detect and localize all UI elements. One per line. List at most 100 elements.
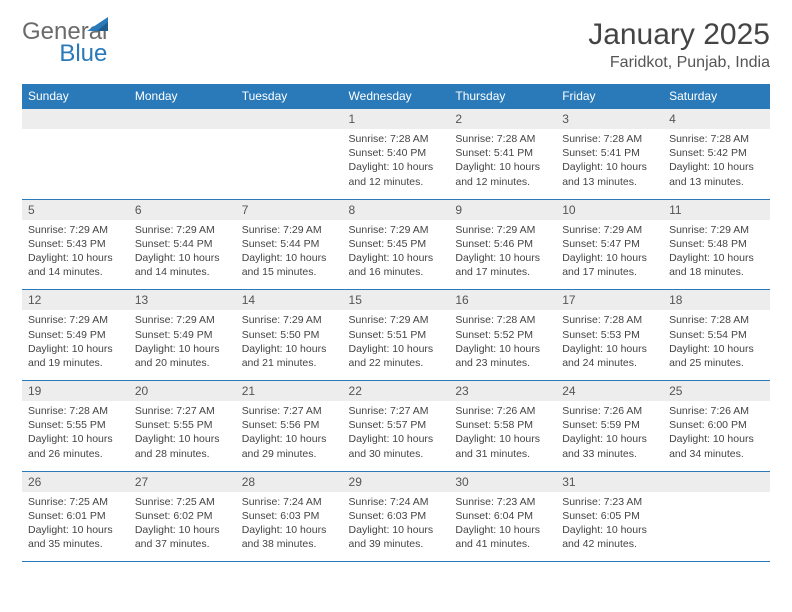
day-cell: 21Sunrise: 7:27 AMSunset: 5:56 PMDayligh… [236,381,343,472]
week-row: 5Sunrise: 7:29 AMSunset: 5:43 PMDaylight… [22,199,770,290]
day-details: Sunrise: 7:29 AMSunset: 5:49 PMDaylight:… [129,310,236,380]
day-cell: 8Sunrise: 7:29 AMSunset: 5:45 PMDaylight… [343,199,450,290]
day-number: 10 [556,200,663,220]
day-cell: 5Sunrise: 7:29 AMSunset: 5:43 PMDaylight… [22,199,129,290]
day-number: 30 [449,472,556,492]
day-details: Sunrise: 7:29 AMSunset: 5:48 PMDaylight:… [663,220,770,290]
day-cell [663,471,770,562]
day-details: Sunrise: 7:25 AMSunset: 6:01 PMDaylight:… [22,492,129,562]
title-block: January 2025 Faridkot, Punjab, India [588,18,770,72]
day-details: Sunrise: 7:27 AMSunset: 5:56 PMDaylight:… [236,401,343,471]
day-cell [129,109,236,200]
day-number: 28 [236,472,343,492]
day-cell: 17Sunrise: 7:28 AMSunset: 5:53 PMDayligh… [556,290,663,381]
day-cell: 19Sunrise: 7:28 AMSunset: 5:55 PMDayligh… [22,381,129,472]
day-cell: 22Sunrise: 7:27 AMSunset: 5:57 PMDayligh… [343,381,450,472]
brand-triangle-icon [87,16,109,37]
day-number: 26 [22,472,129,492]
weekday-header-row: SundayMondayTuesdayWednesdayThursdayFrid… [22,84,770,109]
day-number: 11 [663,200,770,220]
day-cell: 13Sunrise: 7:29 AMSunset: 5:49 PMDayligh… [129,290,236,381]
day-number: 27 [129,472,236,492]
day-cell: 20Sunrise: 7:27 AMSunset: 5:55 PMDayligh… [129,381,236,472]
weekday-header: Wednesday [343,84,450,109]
day-number: 14 [236,290,343,310]
day-cell: 6Sunrise: 7:29 AMSunset: 5:44 PMDaylight… [129,199,236,290]
day-details: Sunrise: 7:29 AMSunset: 5:43 PMDaylight:… [22,220,129,290]
weekday-header: Monday [129,84,236,109]
day-number: 23 [449,381,556,401]
day-cell: 30Sunrise: 7:23 AMSunset: 6:04 PMDayligh… [449,471,556,562]
day-details: Sunrise: 7:29 AMSunset: 5:50 PMDaylight:… [236,310,343,380]
day-number: 4 [663,109,770,129]
day-details: Sunrise: 7:27 AMSunset: 5:55 PMDaylight:… [129,401,236,471]
day-cell: 26Sunrise: 7:25 AMSunset: 6:01 PMDayligh… [22,471,129,562]
weekday-header: Sunday [22,84,129,109]
day-cell: 23Sunrise: 7:26 AMSunset: 5:58 PMDayligh… [449,381,556,472]
day-details: Sunrise: 7:29 AMSunset: 5:46 PMDaylight:… [449,220,556,290]
day-number-empty [663,472,770,492]
day-number: 6 [129,200,236,220]
day-number: 12 [22,290,129,310]
day-number: 7 [236,200,343,220]
weekday-header: Tuesday [236,84,343,109]
day-number-empty [236,109,343,129]
day-cell: 7Sunrise: 7:29 AMSunset: 5:44 PMDaylight… [236,199,343,290]
day-cell: 2Sunrise: 7:28 AMSunset: 5:41 PMDaylight… [449,109,556,200]
day-details: Sunrise: 7:28 AMSunset: 5:41 PMDaylight:… [556,129,663,199]
day-cell: 3Sunrise: 7:28 AMSunset: 5:41 PMDaylight… [556,109,663,200]
day-details: Sunrise: 7:29 AMSunset: 5:51 PMDaylight:… [343,310,450,380]
day-cell: 16Sunrise: 7:28 AMSunset: 5:52 PMDayligh… [449,290,556,381]
day-details: Sunrise: 7:28 AMSunset: 5:53 PMDaylight:… [556,310,663,380]
day-number: 29 [343,472,450,492]
day-number: 25 [663,381,770,401]
page-header: GeneralBlue January 2025 Faridkot, Punja… [22,18,770,72]
day-number: 17 [556,290,663,310]
day-details: Sunrise: 7:28 AMSunset: 5:54 PMDaylight:… [663,310,770,380]
day-number: 22 [343,381,450,401]
day-cell: 10Sunrise: 7:29 AMSunset: 5:47 PMDayligh… [556,199,663,290]
day-details: Sunrise: 7:28 AMSunset: 5:55 PMDaylight:… [22,401,129,471]
day-details: Sunrise: 7:28 AMSunset: 5:52 PMDaylight:… [449,310,556,380]
day-cell: 4Sunrise: 7:28 AMSunset: 5:42 PMDaylight… [663,109,770,200]
day-number-empty [129,109,236,129]
week-row: 19Sunrise: 7:28 AMSunset: 5:55 PMDayligh… [22,381,770,472]
day-details: Sunrise: 7:28 AMSunset: 5:42 PMDaylight:… [663,129,770,199]
day-number: 15 [343,290,450,310]
day-body-empty [236,129,343,156]
day-number: 31 [556,472,663,492]
day-cell [236,109,343,200]
day-number: 8 [343,200,450,220]
day-cell: 1Sunrise: 7:28 AMSunset: 5:40 PMDaylight… [343,109,450,200]
day-details: Sunrise: 7:25 AMSunset: 6:02 PMDaylight:… [129,492,236,562]
day-number: 16 [449,290,556,310]
day-cell: 25Sunrise: 7:26 AMSunset: 6:00 PMDayligh… [663,381,770,472]
day-details: Sunrise: 7:29 AMSunset: 5:49 PMDaylight:… [22,310,129,380]
day-body-empty [663,492,770,519]
day-details: Sunrise: 7:26 AMSunset: 6:00 PMDaylight:… [663,401,770,471]
day-number: 24 [556,381,663,401]
day-details: Sunrise: 7:29 AMSunset: 5:45 PMDaylight:… [343,220,450,290]
calendar-body: 1Sunrise: 7:28 AMSunset: 5:40 PMDaylight… [22,109,770,562]
weekday-header: Saturday [663,84,770,109]
day-cell: 27Sunrise: 7:25 AMSunset: 6:02 PMDayligh… [129,471,236,562]
day-details: Sunrise: 7:26 AMSunset: 5:58 PMDaylight:… [449,401,556,471]
day-number: 1 [343,109,450,129]
day-details: Sunrise: 7:29 AMSunset: 5:44 PMDaylight:… [129,220,236,290]
day-number: 5 [22,200,129,220]
week-row: 12Sunrise: 7:29 AMSunset: 5:49 PMDayligh… [22,290,770,381]
day-number-empty [22,109,129,129]
day-cell: 9Sunrise: 7:29 AMSunset: 5:46 PMDaylight… [449,199,556,290]
day-details: Sunrise: 7:23 AMSunset: 6:05 PMDaylight:… [556,492,663,562]
day-details: Sunrise: 7:28 AMSunset: 5:41 PMDaylight:… [449,129,556,199]
day-number: 3 [556,109,663,129]
day-cell: 28Sunrise: 7:24 AMSunset: 6:03 PMDayligh… [236,471,343,562]
day-number: 18 [663,290,770,310]
day-number: 21 [236,381,343,401]
day-cell: 11Sunrise: 7:29 AMSunset: 5:48 PMDayligh… [663,199,770,290]
day-details: Sunrise: 7:24 AMSunset: 6:03 PMDaylight:… [343,492,450,562]
weekday-header: Friday [556,84,663,109]
day-number: 2 [449,109,556,129]
day-cell [22,109,129,200]
week-row: 26Sunrise: 7:25 AMSunset: 6:01 PMDayligh… [22,471,770,562]
